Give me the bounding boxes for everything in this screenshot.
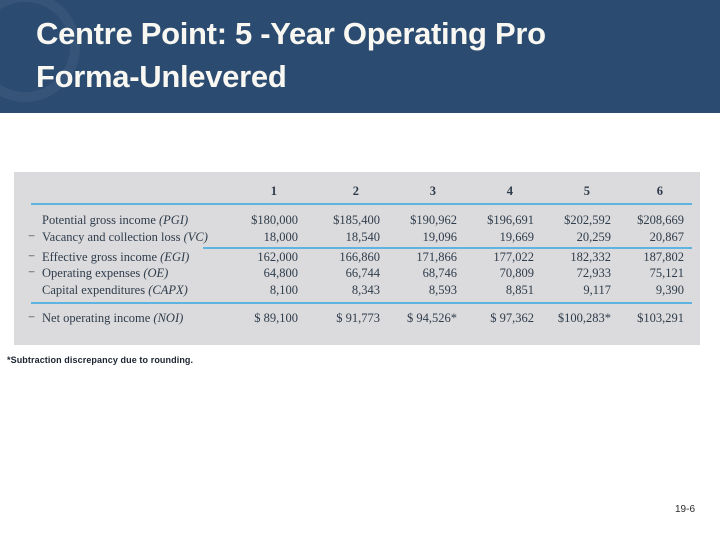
table-cell: 182,332: [570, 250, 611, 264]
table-cell: $180,000: [251, 213, 298, 227]
table-cell: 19,096: [422, 230, 457, 244]
table-row: Potential gross income (PGI) $180,000 $185…: [26, 213, 692, 229]
column-header: 2: [352, 184, 359, 198]
table-cell: 8,343: [351, 283, 380, 297]
table-cell: $190,962: [410, 213, 457, 227]
table-cell: $208,669: [637, 213, 684, 227]
pro-forma-table-image: 1 2 3 4 5 6 Potential gross income (PGI) $180,…: [14, 172, 700, 345]
table-cell: 19,669: [499, 230, 534, 244]
table-cell: 66,744: [345, 266, 380, 280]
table-cell: 72,933: [576, 266, 611, 280]
table-cell: $ 91,773: [336, 311, 380, 325]
table-cell: 64,800: [263, 266, 298, 280]
row-label: − Vacancy and collection loss (VC): [26, 229, 208, 246]
row-label-text: Vacancy and collection loss: [42, 230, 184, 244]
table-header-spacer: [26, 184, 203, 200]
table-cell: 9,390: [655, 283, 684, 297]
page-number: 19-6: [674, 504, 695, 515]
slide-title-line2: Forma-Unlevered: [36, 59, 287, 94]
table-cell: $ 97,362: [490, 311, 534, 325]
table-row: Capital expenditures (CAPX) 8,100 8,343 8,5…: [26, 283, 692, 299]
table-cell: $ 94,526*: [407, 311, 457, 325]
row-label-abbr: (PGI): [159, 213, 189, 227]
table-cell: 18,540: [345, 230, 380, 244]
table-row: − Effective gross income (EGI) 162,000 166,…: [26, 249, 692, 266]
table-cell: 177,022: [493, 250, 534, 264]
row-label: Potential gross income (PGI): [26, 213, 203, 229]
row-label: − Operating expenses (OE): [26, 265, 203, 282]
row-label-abbr: (NOI): [153, 311, 184, 325]
table-cell: 166,860: [339, 250, 380, 264]
table-rule-header: [31, 203, 692, 205]
column-header: 4: [506, 184, 513, 198]
row-label-abbr: (VC): [183, 230, 208, 244]
row-label-text: Capital expenditures: [42, 283, 149, 297]
slide-title-line1: Centre Point: 5 -Year Operating Pro: [36, 16, 546, 51]
row-label-abbr: (OE): [143, 266, 169, 280]
table-cell: 8,593: [428, 283, 457, 297]
table-cell: 171,866: [416, 250, 457, 264]
row-label: Capital expenditures (CAPX): [26, 283, 203, 299]
table-cell: $185,400: [333, 213, 380, 227]
table-cell: 20,259: [576, 230, 611, 244]
column-header: 1: [270, 184, 277, 198]
row-label-abbr: (CAPX): [148, 283, 188, 297]
row-operator: −: [28, 229, 36, 243]
table-cell: 8,851: [505, 283, 534, 297]
table-cell: 162,000: [257, 250, 298, 264]
table-row: − Vacancy and collection loss (VC) 18,000 1…: [26, 229, 692, 246]
rounding-footnote: *Subtraction discrepancy due to rounding…: [7, 355, 194, 365]
table-cell: $ 89,100: [254, 311, 298, 325]
table-cell: $202,592: [564, 213, 611, 227]
table-cell: 8,100: [269, 283, 298, 297]
row-label: − Effective gross income (EGI): [26, 249, 203, 266]
table-cell: 18,000: [263, 230, 298, 244]
row-label-text: Operating expenses: [42, 266, 144, 280]
table-cell: 70,809: [499, 266, 534, 280]
row-label: − Net operating income (NOI): [26, 310, 203, 327]
column-header: 3: [429, 184, 436, 198]
slide-title: Centre Point: 5 -Year Operating Pro Forma…: [36, 12, 546, 98]
decorative-circle: [0, 0, 80, 102]
table-cell: 187,802: [643, 250, 684, 264]
column-header: 6: [656, 184, 663, 198]
row-label-text: Effective gross income: [42, 250, 161, 264]
table-rule-total: [31, 302, 692, 304]
row-operator: −: [28, 265, 36, 279]
table-cell: $196,691: [487, 213, 534, 227]
row-label-text: Potential gross income: [42, 213, 159, 227]
row-operator: −: [28, 249, 36, 263]
table-cell: 75,121: [649, 266, 684, 280]
table-cell: $100,283*: [557, 311, 611, 325]
table-cell: 68,746: [422, 266, 457, 280]
table-cell: 9,117: [583, 283, 611, 297]
row-label-abbr: (EGI): [160, 250, 190, 264]
row-operator: −: [28, 310, 36, 324]
row-label-text: Net operating income: [42, 311, 154, 325]
table-rule-subtotal: [203, 247, 692, 249]
column-header: 5: [583, 184, 590, 198]
table-row: − Net operating income (NOI) $ 89,100 $ 91,…: [26, 310, 692, 327]
table-header-row: 1 2 3 4 5 6: [26, 184, 692, 200]
table-row: − Operating expenses (OE) 64,800 66,744 68,7…: [26, 265, 692, 282]
table-cell: 20,867: [649, 230, 684, 244]
table-cell: $103,291: [637, 311, 684, 325]
title-band: Centre Point: 5 -Year Operating Pro Forma…: [0, 0, 720, 113]
